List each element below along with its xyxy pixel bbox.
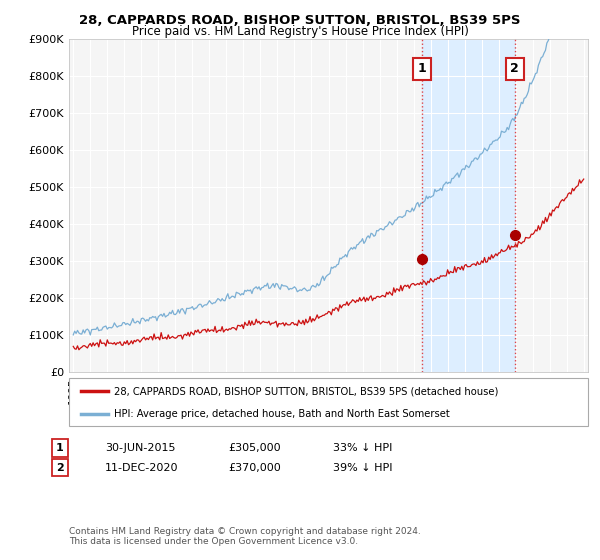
Text: £370,000: £370,000 bbox=[228, 463, 281, 473]
Text: 1: 1 bbox=[56, 443, 64, 453]
Text: Price paid vs. HM Land Registry's House Price Index (HPI): Price paid vs. HM Land Registry's House … bbox=[131, 25, 469, 38]
Text: HPI: Average price, detached house, Bath and North East Somerset: HPI: Average price, detached house, Bath… bbox=[114, 409, 450, 419]
Text: 28, CAPPARDS ROAD, BISHOP SUTTON, BRISTOL, BS39 5PS (detached house): 28, CAPPARDS ROAD, BISHOP SUTTON, BRISTO… bbox=[114, 386, 499, 396]
Text: 39% ↓ HPI: 39% ↓ HPI bbox=[333, 463, 392, 473]
Text: Contains HM Land Registry data © Crown copyright and database right 2024.
This d: Contains HM Land Registry data © Crown c… bbox=[69, 526, 421, 546]
Text: 2: 2 bbox=[56, 463, 64, 473]
Text: 11-DEC-2020: 11-DEC-2020 bbox=[105, 463, 179, 473]
Text: 30-JUN-2015: 30-JUN-2015 bbox=[105, 443, 176, 453]
Text: £305,000: £305,000 bbox=[228, 443, 281, 453]
Text: 28, CAPPARDS ROAD, BISHOP SUTTON, BRISTOL, BS39 5PS: 28, CAPPARDS ROAD, BISHOP SUTTON, BRISTO… bbox=[79, 14, 521, 27]
Bar bbox=[422, 39, 515, 372]
Text: 2: 2 bbox=[511, 62, 519, 75]
Text: 33% ↓ HPI: 33% ↓ HPI bbox=[333, 443, 392, 453]
Text: 1: 1 bbox=[418, 62, 427, 75]
